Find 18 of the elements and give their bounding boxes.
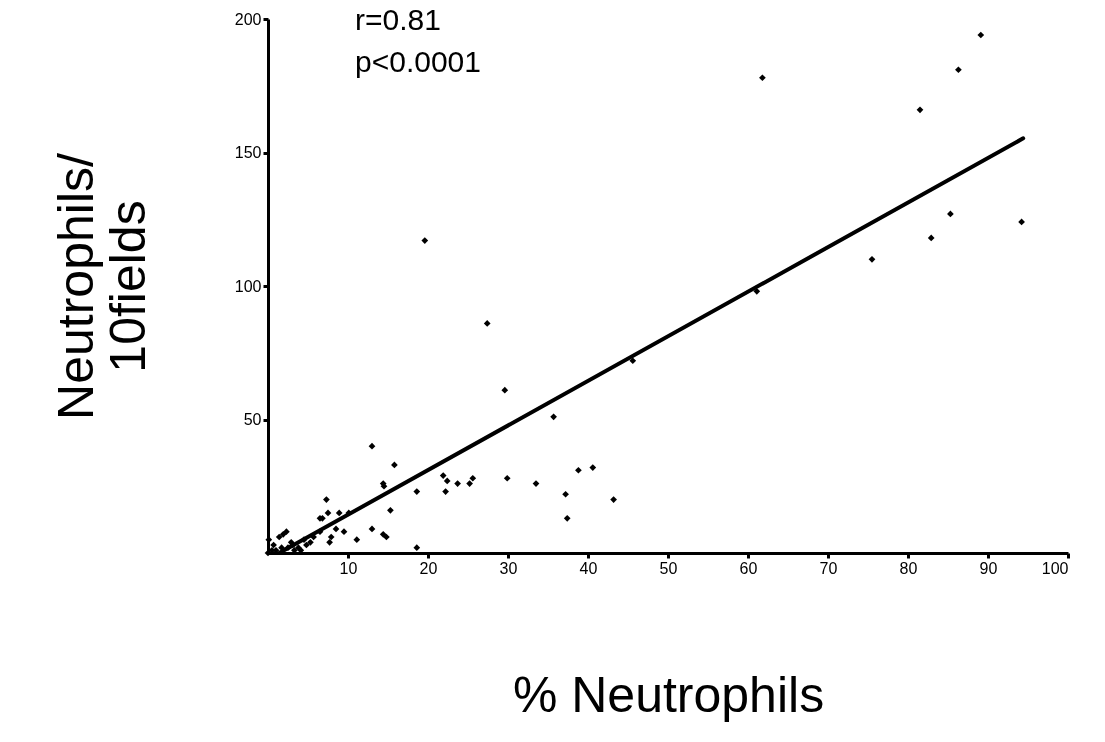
x-tick-label: 20	[419, 559, 438, 577]
annotation: r=0.81	[355, 3, 441, 36]
y-tick-label: 200	[234, 10, 262, 28]
x-tick-label: 70	[819, 559, 838, 577]
x-tick-label: 100	[1041, 559, 1069, 577]
x-tick-label: 50	[659, 559, 678, 577]
x-tick-label: 90	[979, 559, 998, 577]
annotation: p<0.0001	[355, 45, 481, 78]
x-tick-label: 80	[899, 559, 918, 577]
y-axis-title: Neutrophils/ 10fields	[47, 152, 156, 420]
x-tick-label: 60	[739, 559, 758, 577]
y-tick-label: 100	[234, 277, 262, 295]
y-tick-label: 50	[243, 411, 262, 428]
x-tick-label: 10	[339, 559, 358, 577]
x-tick-label: 30	[499, 559, 518, 577]
x-axis-title: % Neutrophils	[512, 666, 825, 723]
y-tick-label: 150	[234, 144, 262, 161]
x-tick-label: 40	[579, 559, 598, 577]
